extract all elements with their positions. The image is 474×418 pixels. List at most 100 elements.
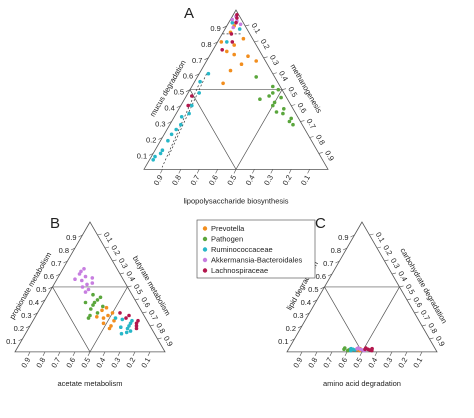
data-point bbox=[246, 54, 250, 58]
tick-label: 0.1 bbox=[139, 356, 152, 370]
data-point bbox=[134, 321, 139, 326]
panel-label-c: C bbox=[315, 215, 326, 232]
legend-label: Lachnospiraceae bbox=[211, 266, 268, 275]
data-point bbox=[206, 71, 211, 76]
data-point bbox=[104, 305, 109, 310]
tick-mark bbox=[376, 246, 382, 249]
tick-label: 0.6 bbox=[64, 356, 77, 370]
series-ruminococcaceae bbox=[151, 20, 242, 162]
tick-label: 0.2 bbox=[286, 324, 296, 333]
data-point bbox=[267, 94, 271, 98]
tick-mark bbox=[195, 73, 200, 77]
tick-mark bbox=[215, 169, 218, 174]
data-point bbox=[235, 16, 239, 20]
data-point bbox=[100, 308, 104, 313]
legend-marker bbox=[202, 257, 208, 263]
data-point bbox=[187, 111, 191, 116]
tick-mark bbox=[33, 312, 38, 316]
data-point bbox=[86, 316, 91, 320]
data-point bbox=[272, 100, 277, 105]
tick-label: 0.5 bbox=[404, 282, 417, 296]
tick-label: 0.6 bbox=[411, 295, 424, 309]
grid-inner-triangle bbox=[189, 89, 283, 171]
data-point bbox=[86, 287, 91, 292]
tick-mark bbox=[27, 351, 31, 357]
tick-label: 0.1 bbox=[374, 230, 387, 244]
tick-mark bbox=[344, 351, 348, 357]
tick-mark bbox=[254, 40, 259, 43]
tick-label: 0.2 bbox=[124, 356, 137, 370]
data-point bbox=[83, 290, 88, 294]
tick-mark bbox=[72, 351, 76, 357]
tick-label: 0.3 bbox=[389, 256, 402, 270]
data-point bbox=[279, 95, 283, 100]
tick-label: 0.4 bbox=[164, 104, 174, 113]
data-point bbox=[230, 17, 235, 22]
data-point bbox=[134, 324, 139, 328]
data-point bbox=[80, 278, 84, 283]
tick-label: 0.3 bbox=[109, 356, 122, 370]
panel-label-b: B bbox=[50, 215, 60, 232]
tick-label: 0.9 bbox=[152, 173, 165, 187]
tick-label: 0.9 bbox=[210, 24, 220, 33]
tick-label: 0.8 bbox=[306, 356, 319, 370]
tick-label: 0.2 bbox=[396, 356, 409, 370]
tick-mark bbox=[112, 259, 117, 262]
tick-label: 0.9 bbox=[162, 334, 175, 348]
data-point bbox=[110, 311, 115, 315]
tick-label: 0.5 bbox=[174, 88, 184, 97]
data-point bbox=[124, 316, 128, 320]
tick-label: 0.5 bbox=[225, 173, 238, 187]
data-point bbox=[229, 32, 234, 36]
data-point bbox=[232, 52, 236, 57]
data-point bbox=[107, 326, 112, 331]
data-point bbox=[127, 313, 131, 318]
data-point bbox=[79, 269, 83, 274]
data-point bbox=[95, 315, 99, 319]
tick-mark bbox=[312, 299, 318, 303]
tick-label: 0.8 bbox=[201, 40, 211, 49]
tick-mark bbox=[160, 169, 163, 174]
tick-label: 0.4 bbox=[244, 173, 257, 187]
series-lachnospiraceae bbox=[186, 13, 239, 108]
tick-mark bbox=[272, 72, 277, 75]
data-point bbox=[239, 62, 244, 66]
legend-marker bbox=[202, 236, 208, 242]
tick-label: 0.7 bbox=[192, 56, 202, 65]
data-point bbox=[124, 330, 129, 335]
tick-mark bbox=[404, 351, 408, 357]
grid-inner-triangle bbox=[51, 286, 129, 353]
tick-mark bbox=[305, 312, 310, 316]
data-point bbox=[186, 103, 190, 108]
tick-label: 0.2 bbox=[381, 243, 394, 257]
tick-mark bbox=[300, 120, 305, 122]
tick-label: 0.4 bbox=[301, 298, 311, 307]
tick-label: 0.8 bbox=[170, 173, 183, 187]
data-point bbox=[88, 313, 92, 318]
tick-label: 0.4 bbox=[277, 69, 290, 83]
tick-mark bbox=[78, 234, 83, 238]
tick-mark bbox=[157, 337, 162, 340]
tick-label: 0.6 bbox=[295, 101, 308, 115]
tick-label: 0.7 bbox=[321, 356, 334, 370]
data-point bbox=[128, 321, 133, 326]
tick-mark bbox=[57, 351, 61, 357]
tick-label: 0.6 bbox=[139, 295, 152, 309]
tick-label: 0.7 bbox=[419, 308, 432, 322]
tick-label: 0.1 bbox=[299, 173, 312, 187]
tick-label: 0.7 bbox=[305, 117, 318, 131]
tick-label: 0.7 bbox=[51, 259, 61, 268]
tick-mark bbox=[342, 247, 348, 251]
data-point bbox=[113, 316, 118, 320]
series-pathogen bbox=[254, 75, 295, 127]
tick-mark bbox=[327, 273, 333, 277]
tick-label: 0.1 bbox=[249, 21, 262, 35]
tick-label: 0.8 bbox=[154, 321, 167, 335]
data-point bbox=[282, 107, 286, 111]
data-point bbox=[225, 49, 229, 54]
tick-label: 0.3 bbox=[268, 53, 281, 67]
tick-mark bbox=[329, 351, 333, 357]
data-point bbox=[92, 300, 97, 305]
tick-mark bbox=[369, 233, 374, 236]
